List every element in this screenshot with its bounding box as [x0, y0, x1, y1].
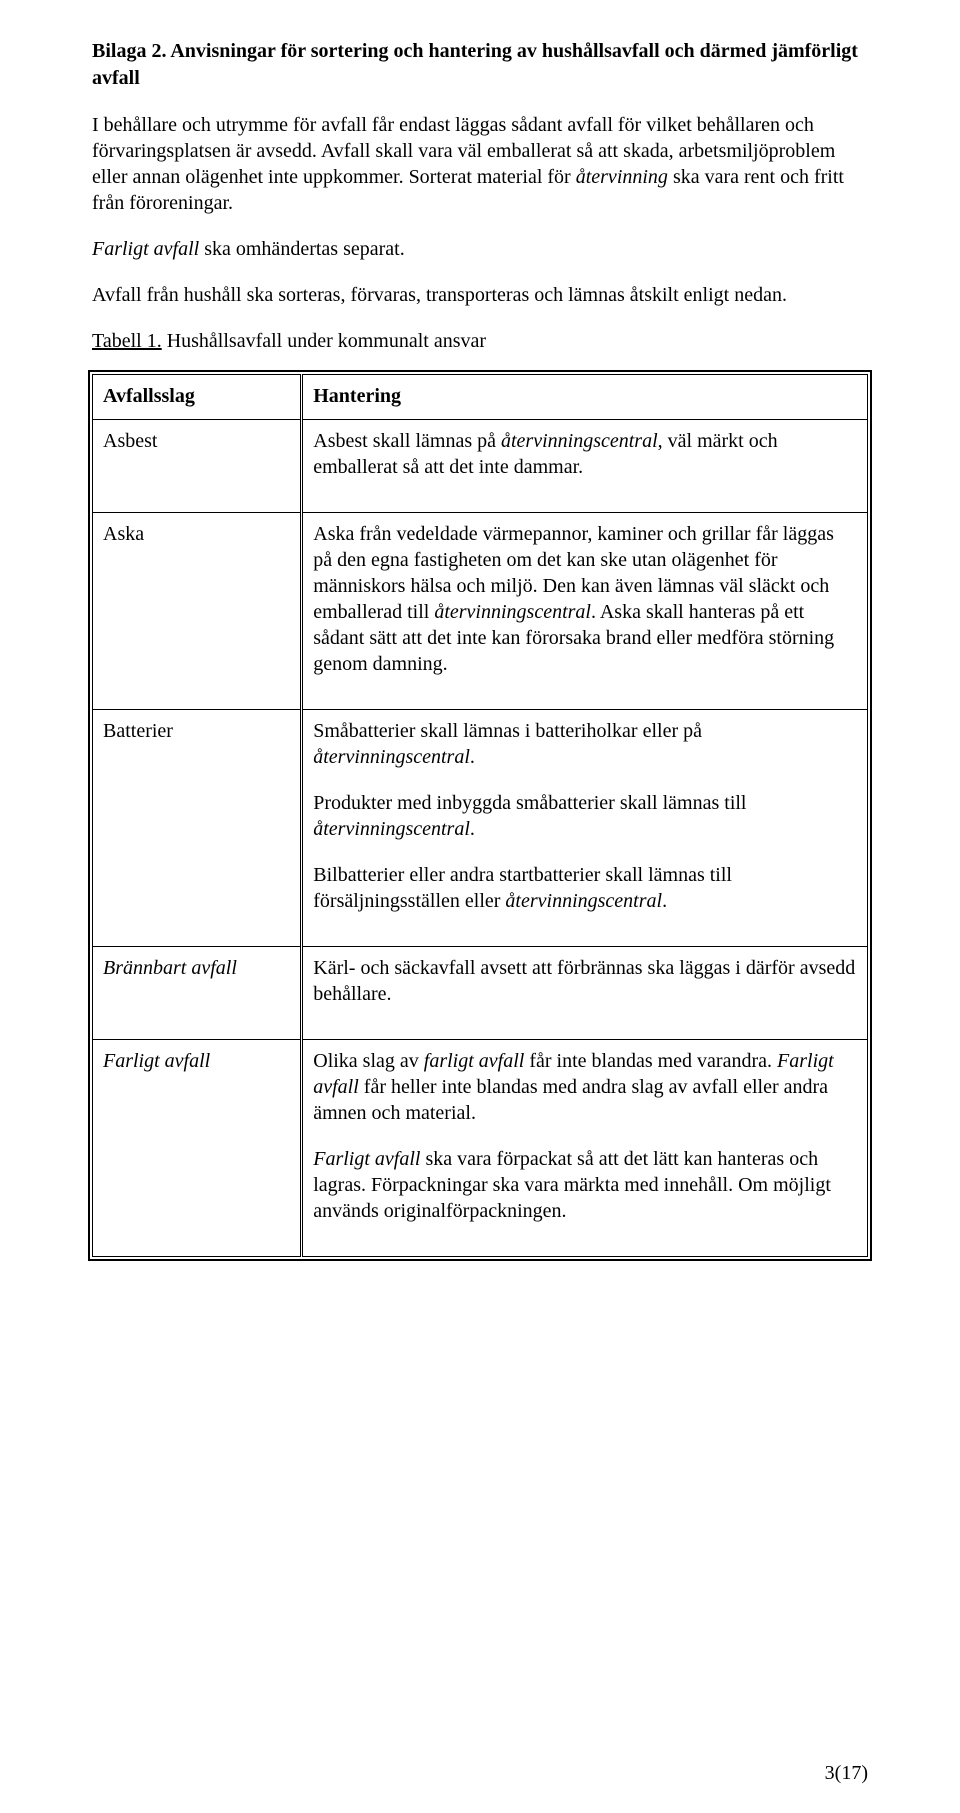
header-hantering: Hantering — [302, 375, 868, 420]
text: Kärl- och säckavfall avsett att förbränn… — [313, 955, 857, 1007]
table-row: Brännbart avfall Kärl- och säckavfall av… — [93, 947, 868, 1040]
text: . — [662, 890, 667, 912]
row-label: Asbest — [93, 420, 302, 513]
row-desc: Kärl- och säckavfall avsett att förbränn… — [302, 947, 868, 1040]
table-caption: Tabell 1. Hushållsavfall under kommunalt… — [92, 328, 868, 354]
italic-text: återvinningscentral — [501, 430, 658, 452]
italic-text: farligt avfall — [424, 1050, 525, 1072]
text: Produkter med inbyggda småbatterier skal… — [313, 792, 746, 814]
italic-text: återvinningscentral — [313, 818, 470, 840]
caption-number: Tabell 1. — [92, 330, 162, 352]
text: . — [470, 746, 475, 768]
document-page: Bilaga 2. Anvisningar för sortering och … — [0, 0, 960, 1813]
italic-text: Farligt avfall — [313, 1148, 420, 1170]
italic-text: återvinningscentral — [313, 746, 470, 768]
text: får inte blandas med varandra. — [524, 1050, 777, 1072]
row-label: Farligt avfall — [93, 1040, 302, 1257]
row-label: Brännbart avfall — [93, 947, 302, 1040]
italic-text: Brännbart avfall — [103, 957, 237, 979]
text: får heller inte blandas med andra slag a… — [313, 1076, 828, 1124]
italic-text: återvinning — [576, 166, 668, 188]
row-label: Aska — [93, 513, 302, 710]
italic-text: Farligt avfall — [103, 1050, 210, 1072]
page-number: 3(17) — [825, 1762, 868, 1785]
row-desc: Asbest skall lämnas på återvinningscentr… — [302, 420, 868, 513]
table-row: Farligt avfall Olika slag av farligt avf… — [93, 1040, 868, 1257]
text: ska omhändertas separat. — [199, 238, 404, 260]
text: Småbatterier skall lämnas i batteriholka… — [313, 720, 702, 742]
caption-text: Hushållsavfall under kommunalt ansvar — [162, 330, 486, 352]
row-desc: Småbatterier skall lämnas i batteriholka… — [302, 710, 868, 947]
text: Olika slag av — [313, 1050, 424, 1072]
text: . — [470, 818, 475, 840]
table-header-row: Avfallsslag Hantering — [93, 375, 868, 420]
italic-text: återvinningscentral — [434, 601, 591, 623]
text: Asbest skall lämnas på — [313, 430, 501, 452]
intro-paragraph-1: I behållare och utrymme för avfall får e… — [92, 112, 868, 216]
table-row: Batterier Småbatterier skall lämnas i ba… — [93, 710, 868, 947]
waste-table: Avfallsslag Hantering Asbest Asbest skal… — [92, 374, 868, 1257]
italic-text: återvinningscentral — [505, 890, 662, 912]
page-title: Bilaga 2. Anvisningar för sortering och … — [92, 38, 868, 92]
table-row: Asbest Asbest skall lämnas på återvinnin… — [93, 420, 868, 513]
row-desc: Olika slag av farligt avfall får inte bl… — [302, 1040, 868, 1257]
table-row: Aska Aska från vedeldade värmepannor, ka… — [93, 513, 868, 710]
row-label: Batterier — [93, 710, 302, 947]
intro-paragraph-2: Farligt avfall ska omhändertas separat. — [92, 236, 868, 262]
italic-text: Farligt avfall — [92, 238, 199, 260]
header-avfallsslag: Avfallsslag — [93, 375, 302, 420]
row-desc: Aska från vedeldade värmepannor, kaminer… — [302, 513, 868, 710]
intro-paragraph-3: Avfall från hushåll ska sorteras, förvar… — [92, 282, 868, 308]
